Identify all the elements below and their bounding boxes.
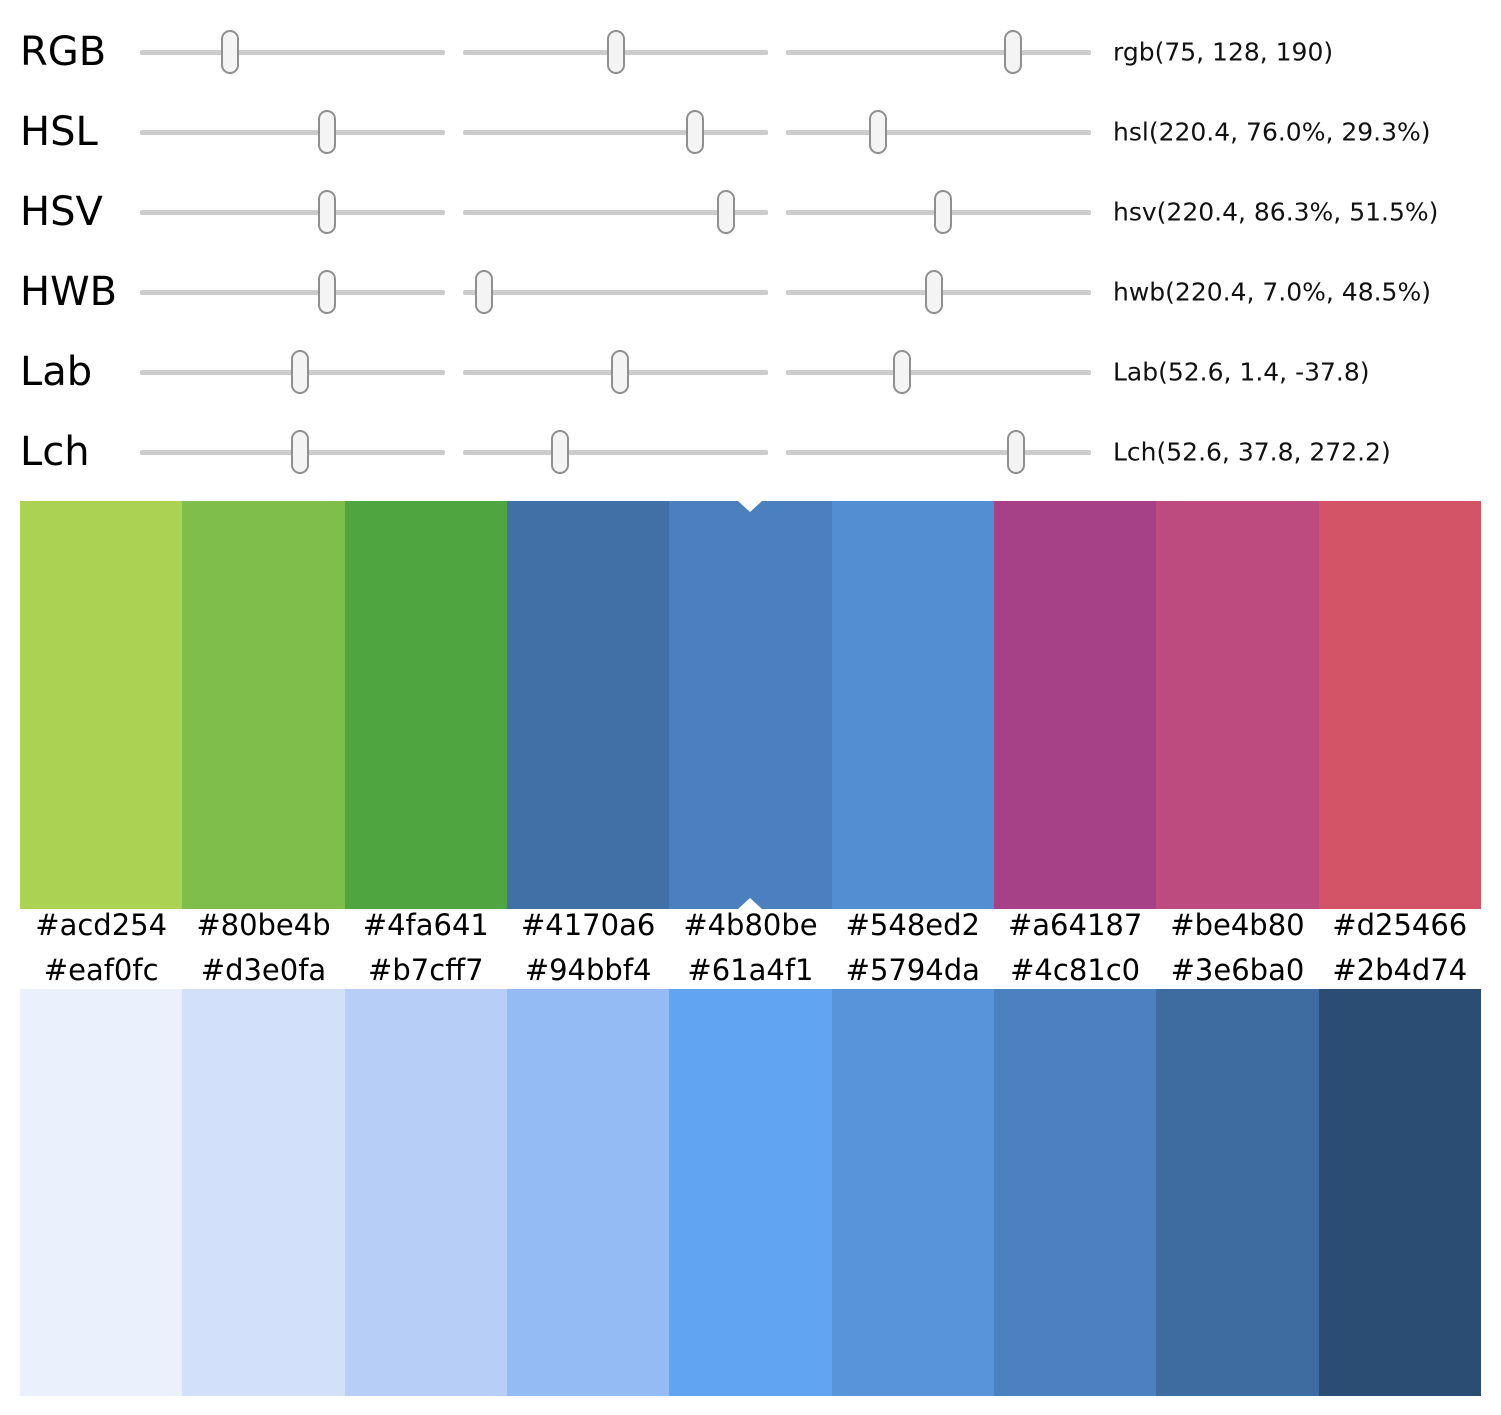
hwb-track-3[interactable] [786, 270, 1091, 314]
shade-hex-label-3: #b7cff7 [368, 953, 484, 987]
shade-hex-label-6: #5794da [845, 953, 980, 987]
lch-slider-handle-3[interactable] [1007, 430, 1026, 474]
shade-swatch-2[interactable] [182, 989, 345, 1396]
hsv-slider-handle-3[interactable] [934, 190, 953, 234]
slider-row-label-hwb: HWB [20, 269, 118, 315]
slider-row-hsv: HSV hsv(220.4, 86.3%, 51.5%) [0, 172, 1501, 252]
hwb-track-2[interactable] [463, 270, 768, 314]
hsl-track-3[interactable] [786, 110, 1091, 154]
hue-swatch-1[interactable] [20, 501, 183, 909]
hue-hex-labels: #acd254 #80be4b #4fa641 #4170a6 #4b80be #548e… [20, 905, 1481, 945]
shade-hex-label-5: #61a4f1 [687, 953, 814, 987]
selected-swatch-notch-top-icon [738, 501, 763, 512]
lab-slider-handle-3[interactable] [892, 350, 911, 394]
shade-hex-label-9: #2b4d74 [1332, 953, 1468, 987]
slider-row-label-rgb: RGB [20, 29, 107, 75]
hue-hex-label-6: #548ed2 [845, 908, 980, 942]
shade-hex-label-7: #4c81c0 [1010, 953, 1141, 987]
selected-swatch-notch-bottom-icon [738, 898, 763, 909]
hue-hex-label-8: #be4b80 [1170, 908, 1305, 942]
hsl-slider-handle-2[interactable] [685, 110, 704, 154]
hsv-slider-handle-2[interactable] [717, 190, 736, 234]
hue-hex-label-2: #80be4b [196, 908, 331, 942]
shade-hex-labels: #eaf0fc #d3e0fa #b7cff7 #94bbf4 #61a4f1 #5794… [20, 950, 1481, 990]
hue-swatch-2[interactable] [182, 501, 345, 909]
slider-row-hsl: HSL hsl(220.4, 76.0%, 29.3%) [0, 92, 1501, 172]
hsl-track-1[interactable] [140, 110, 445, 154]
lch-track-3[interactable] [786, 430, 1091, 474]
lab-slider-handle-2[interactable] [611, 350, 630, 394]
rgb-slider-handle-3[interactable] [1004, 30, 1023, 74]
hue-swatch-3[interactable] [344, 501, 507, 909]
slider-row-label-hsv: HSV [20, 189, 103, 235]
hue-hex-label-1: #acd254 [35, 908, 168, 942]
shade-swatch-7[interactable] [993, 989, 1157, 1396]
lch-slider-handle-1[interactable] [291, 430, 310, 474]
shade-hex-label-2: #d3e0fa [200, 953, 327, 987]
slider-row-lab: Lab Lab(52.6, 1.4, -37.8) [0, 332, 1501, 412]
hwb-slider-handle-2[interactable] [475, 270, 494, 314]
hue-swatch-5-selected[interactable] [669, 501, 832, 909]
hue-hex-label-5: #4b80be [683, 908, 818, 942]
lch-value-label: Lch(52.6, 37.8, 272.2) [1113, 437, 1391, 467]
rgb-slider-handle-2[interactable] [607, 30, 626, 74]
lch-track-2[interactable] [463, 430, 768, 474]
rgb-track-3[interactable] [786, 30, 1091, 74]
shade-palette [20, 989, 1481, 1396]
slider-row-hwb: HWB hwb(220.4, 7.0%, 48.5%) [0, 252, 1501, 332]
hsv-value-label: hsv(220.4, 86.3%, 51.5%) [1113, 197, 1439, 227]
slider-row-rgb: RGB rgb(75, 128, 190) [0, 12, 1501, 92]
hsl-track-2[interactable] [463, 110, 768, 154]
slider-row-label-lch: Lch [20, 429, 90, 475]
shade-swatch-9[interactable] [1318, 989, 1481, 1396]
lch-track-1[interactable] [140, 430, 445, 474]
hwb-value-label: hwb(220.4, 7.0%, 48.5%) [1113, 277, 1431, 307]
hue-swatch-6[interactable] [831, 501, 994, 909]
hsv-track-1[interactable] [140, 190, 445, 234]
lab-track-3[interactable] [786, 350, 1091, 394]
hue-hex-label-7: #a64187 [1007, 908, 1143, 942]
hue-swatch-4[interactable] [506, 501, 670, 909]
slider-row-label-lab: Lab [20, 349, 93, 395]
lab-value-label: Lab(52.6, 1.4, -37.8) [1113, 357, 1370, 387]
lab-slider-handle-1[interactable] [291, 350, 310, 394]
shade-swatch-4[interactable] [506, 989, 670, 1396]
shade-swatch-3[interactable] [344, 989, 507, 1396]
slider-row-label-hsl: HSL [20, 109, 98, 155]
hwb-slider-handle-3[interactable] [924, 270, 943, 314]
hue-swatch-7[interactable] [993, 501, 1157, 909]
hue-hex-label-9: #d25466 [1332, 908, 1468, 942]
shade-swatch-6[interactable] [831, 989, 994, 1396]
rgb-track-1[interactable] [140, 30, 445, 74]
hsl-slider-handle-1[interactable] [317, 110, 336, 154]
hsv-slider-handle-1[interactable] [317, 190, 336, 234]
hsv-track-2[interactable] [463, 190, 768, 234]
lch-slider-handle-2[interactable] [550, 430, 569, 474]
rgb-track-2[interactable] [463, 30, 768, 74]
shade-swatch-5[interactable] [669, 989, 832, 1396]
slider-rows: RGB rgb(75, 128, 190) HSL hsl(220.4, 76.0%,… [0, 0, 1501, 497]
hsv-track-3[interactable] [786, 190, 1091, 234]
hue-hex-label-4: #4170a6 [520, 908, 656, 942]
hwb-slider-handle-1[interactable] [317, 270, 336, 314]
lab-track-1[interactable] [140, 350, 445, 394]
shade-hex-label-8: #3e6ba0 [1170, 953, 1305, 987]
hsl-slider-handle-3[interactable] [868, 110, 887, 154]
hue-hex-label-3: #4fa641 [362, 908, 489, 942]
shade-hex-label-1: #eaf0fc [43, 953, 159, 987]
shade-swatch-1[interactable] [20, 989, 183, 1396]
rgb-slider-handle-1[interactable] [220, 30, 239, 74]
hwb-track-1[interactable] [140, 270, 445, 314]
shade-swatch-8[interactable] [1156, 989, 1319, 1396]
hue-swatch-8[interactable] [1156, 501, 1319, 909]
lab-track-2[interactable] [463, 350, 768, 394]
rgb-value-label: rgb(75, 128, 190) [1113, 37, 1334, 67]
shade-hex-label-4: #94bbf4 [524, 953, 652, 987]
hue-swatch-9[interactable] [1318, 501, 1481, 909]
hsl-value-label: hsl(220.4, 76.0%, 29.3%) [1113, 117, 1431, 147]
slider-row-lch: Lch Lch(52.6, 37.8, 272.2) [0, 412, 1501, 492]
hue-palette [20, 501, 1481, 909]
